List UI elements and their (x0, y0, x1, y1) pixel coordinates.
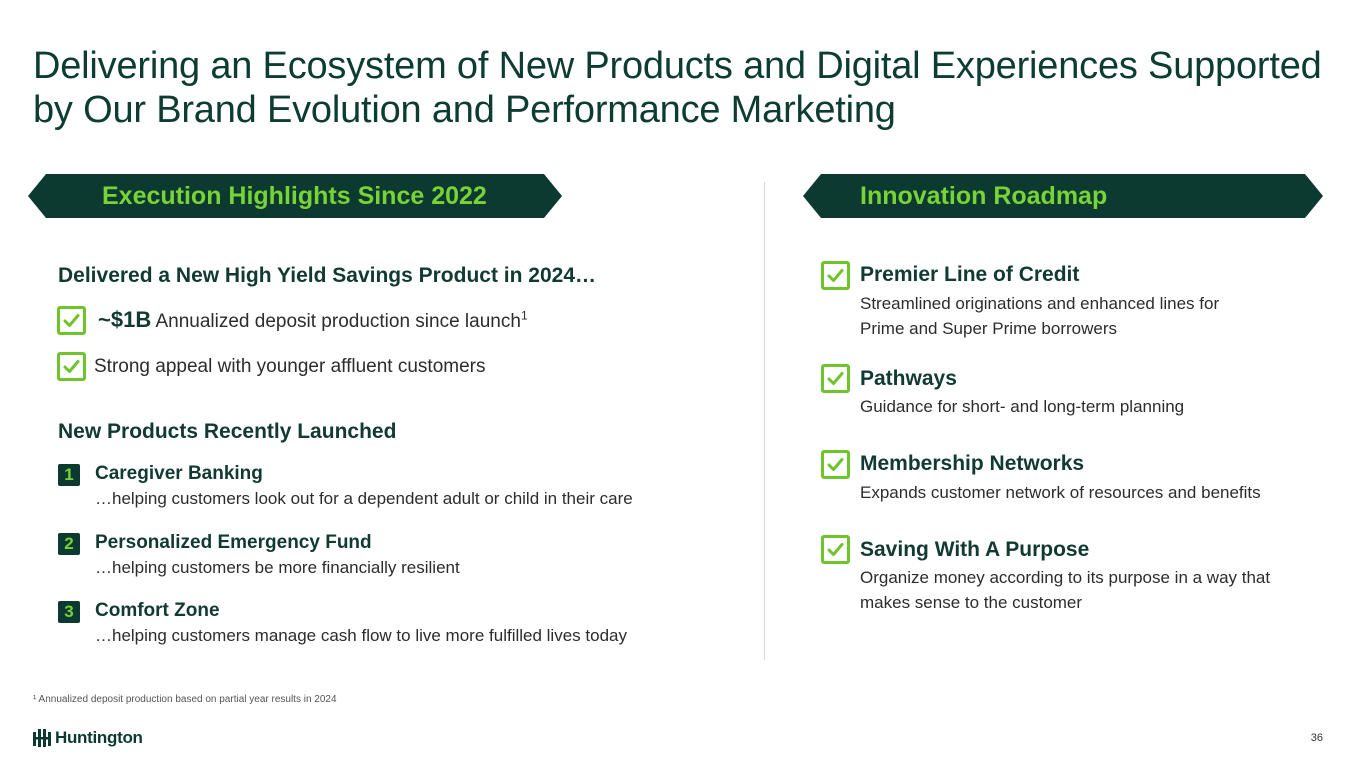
product-description: …helping customers manage cash flow to l… (95, 626, 627, 645)
highlight-deposit-amount: ~$1B (98, 307, 152, 332)
highlight-younger-customers: Strong appeal with younger affluent cust… (94, 356, 486, 377)
product-title: Caregiver Banking (95, 463, 263, 484)
huntington-logo: Huntington (33, 727, 143, 749)
page-number: 36 (1310, 732, 1323, 744)
check-icon (821, 450, 850, 479)
check-icon (821, 364, 850, 393)
execution-highlights-banner: Execution Highlights Since 2022 (28, 174, 562, 218)
innovation-roadmap-banner-label: Innovation Roadmap (860, 182, 1108, 210)
highlight-deposit-text: Annualized deposit production since laun… (155, 311, 521, 332)
page-title: Delivering an Ecosystem of New Products … (33, 44, 1333, 132)
roadmap-item-title: Premier Line of Credit (860, 263, 1080, 286)
product-title: Comfort Zone (95, 600, 220, 621)
roadmap-item-title: Membership Networks (860, 452, 1085, 475)
roadmap-item-description: Streamlined originations and enhanced li… (860, 291, 1320, 341)
roadmap-desc-line: makes sense to the customer (860, 593, 1083, 612)
page-title-line1: Delivering an Ecosystem of New Products … (33, 45, 1322, 87)
product-title: Personalized Emergency Fund (95, 532, 372, 553)
roadmap-desc-line: Prime and Super Prime borrowers (860, 319, 1117, 338)
roadmap-item-description: Guidance for short- and long-term planni… (860, 394, 1320, 419)
roadmap-desc-line: Organize money according to its purpose … (860, 568, 1271, 587)
roadmap-item-title: Saving With A Purpose (860, 538, 1090, 561)
product-description: …helping customers be more financially r… (95, 558, 460, 577)
roadmap-item-description: Organize money according to its purpose … (860, 565, 1320, 615)
highlight-deposit-production: ~$1B Annualized deposit production since… (98, 307, 528, 333)
footnote-marker: 1 (520, 308, 528, 323)
roadmap-item-description: Expands customer network of resources an… (860, 480, 1320, 505)
innovation-roadmap-banner: Innovation Roadmap (803, 174, 1323, 218)
page-title-line2: by Our Brand Evolution and Performance M… (33, 89, 896, 131)
roadmap-item-title: Pathways (860, 367, 957, 390)
roadmap-desc-line: Streamlined originations and enhanced li… (860, 294, 1220, 313)
roadmap-desc-line: Guidance for short- and long-term planni… (860, 397, 1185, 416)
product-number-badge: 1 (58, 464, 80, 486)
product-number-badge: 2 (58, 533, 80, 555)
check-icon (821, 535, 850, 564)
column-divider (764, 182, 765, 660)
product-description: …helping customers look out for a depend… (95, 489, 633, 508)
roadmap-desc-line: Expands customer network of resources an… (860, 483, 1261, 502)
logo-wordmark: Huntington (55, 728, 143, 747)
execution-highlights-banner-label: Execution Highlights Since 2022 (102, 182, 487, 210)
check-icon (57, 306, 86, 335)
product-number-badge: 3 (58, 601, 80, 623)
products-heading: New Products Recently Launched (58, 420, 397, 443)
check-icon (57, 352, 86, 381)
check-icon (821, 261, 850, 290)
huntington-logo-icon (33, 729, 51, 747)
footnote: ¹ Annualized deposit production based on… (33, 694, 337, 705)
savings-heading: Delivered a New High Yield Savings Produ… (58, 264, 597, 287)
